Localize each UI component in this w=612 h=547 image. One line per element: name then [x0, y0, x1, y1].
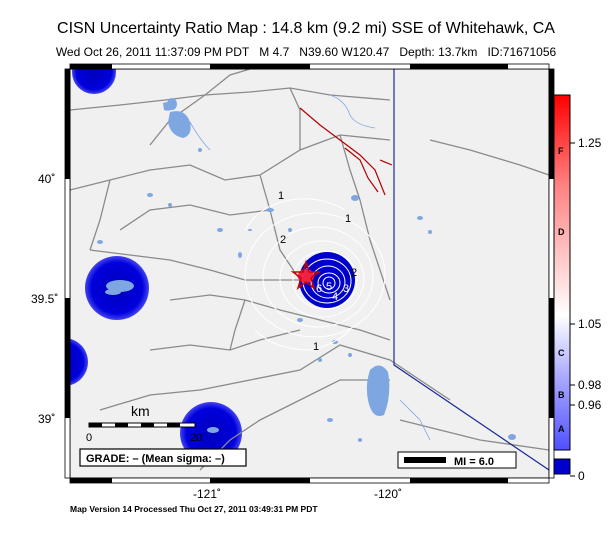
contour-label: 2 — [351, 267, 357, 279]
frame-ticks — [64, 63, 555, 484]
grade-letter: F — [558, 146, 564, 156]
scale-end: 20 — [190, 432, 202, 444]
colorbar-tick: 0 — [578, 469, 585, 483]
mi-legend: MI = 6.0 — [397, 451, 517, 469]
ratio-blob — [72, 69, 116, 94]
contour-label-group: 1 1 2 2 3 4 5 6 1 — [278, 190, 357, 353]
axis-labels: 40˚ 39.5˚ 39˚ -121˚ -120˚ — [31, 172, 402, 501]
map-content — [70, 69, 549, 471]
event-depth: Depth: 13.7km — [399, 45, 478, 59]
event-magnitude: M 4.7 — [259, 45, 290, 59]
scale-unit: km — [131, 403, 150, 419]
grade-letter: B — [558, 390, 565, 400]
contour-label: 1 — [278, 190, 284, 202]
grade-box: GRADE: – (Mean sigma: –) — [79, 448, 247, 467]
epicenter — [290, 259, 322, 290]
event-time: Wed Oct 26, 2011 11:37:09 PM PDT — [55, 45, 250, 59]
lakes — [97, 98, 516, 442]
contour-label: 4 — [332, 291, 338, 303]
contour-label: 6 — [316, 283, 322, 295]
colorbar-tick: 0.98 — [578, 378, 602, 392]
scale-bar: km 0 20 — [86, 403, 202, 444]
rivers — [189, 94, 431, 441]
event-location: N39.60 W120.47 — [299, 45, 390, 59]
contour-label: 5 — [326, 281, 332, 293]
ratio-blob — [70, 338, 88, 386]
mi-legend-text: MI = 6.0 — [454, 456, 494, 468]
state-border — [393, 69, 549, 471]
ratio-blob-epicenter — [299, 252, 355, 308]
lat-label: 39˚ — [38, 412, 55, 426]
lat-label: 39.5˚ — [31, 292, 58, 306]
grade-letters: F D C B A — [558, 146, 565, 434]
colorbar-tick: 1.25 — [578, 136, 602, 150]
contour-label: 1 — [313, 341, 319, 353]
lon-label: -120˚ — [374, 487, 402, 501]
event-id: ID:71671056 — [487, 45, 557, 59]
map-title: CISN Uncertainty Ratio Map : 14.8 km (9.… — [57, 20, 555, 37]
grade-text: GRADE: – (Mean sigma: –) — [86, 453, 225, 465]
colorbar-tick: 1.05 — [578, 317, 602, 331]
contour-label: 3 — [343, 283, 349, 295]
footer-processing-info: Map Version 14 Processed Thu Oct 27, 201… — [70, 504, 318, 514]
colorbar-tick: 0.96 — [578, 398, 602, 412]
faults — [299, 107, 393, 196]
contour-label: 1 — [345, 213, 351, 225]
road-network — [70, 69, 549, 471]
uncertainty-contours — [244, 198, 386, 351]
grade-letter: D — [558, 227, 565, 237]
colorbar: F D C B A 1.25 1.05 0.98 0.96 0 — [553, 94, 602, 483]
contour-label: 2 — [280, 234, 286, 246]
event-info: Wed Oct 26, 2011 11:37:09 PM PDT M 4.7 N… — [0, 45, 612, 59]
lon-label: -121˚ — [193, 487, 221, 501]
lat-label: 40˚ — [38, 172, 55, 186]
scale-start: 0 — [86, 432, 92, 444]
grade-letter: A — [558, 424, 565, 434]
colorbar-ticks: 1.25 1.05 0.98 0.96 0 — [578, 136, 602, 483]
grade-letter: C — [558, 348, 565, 358]
